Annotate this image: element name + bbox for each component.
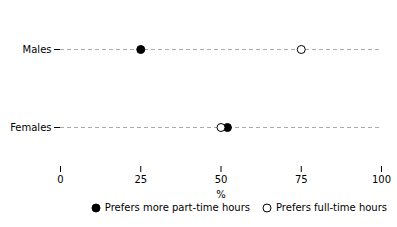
svg-text:%: % [216,189,226,200]
svg-text:25: 25 [134,174,147,185]
svg-text:100: 100 [372,174,391,185]
html-text:Prefers more part-time hours: Prefers more part-time hours [104,202,250,213]
svg-text:0: 0 [57,174,63,185]
svg-text:Females: Females [10,122,51,133]
svg-text:50: 50 [215,174,228,185]
html-text:Prefers full-time hours: Prefers full-time hours [276,202,387,213]
svg-text:75: 75 [295,174,308,185]
svg-text:Males: Males [23,44,52,55]
